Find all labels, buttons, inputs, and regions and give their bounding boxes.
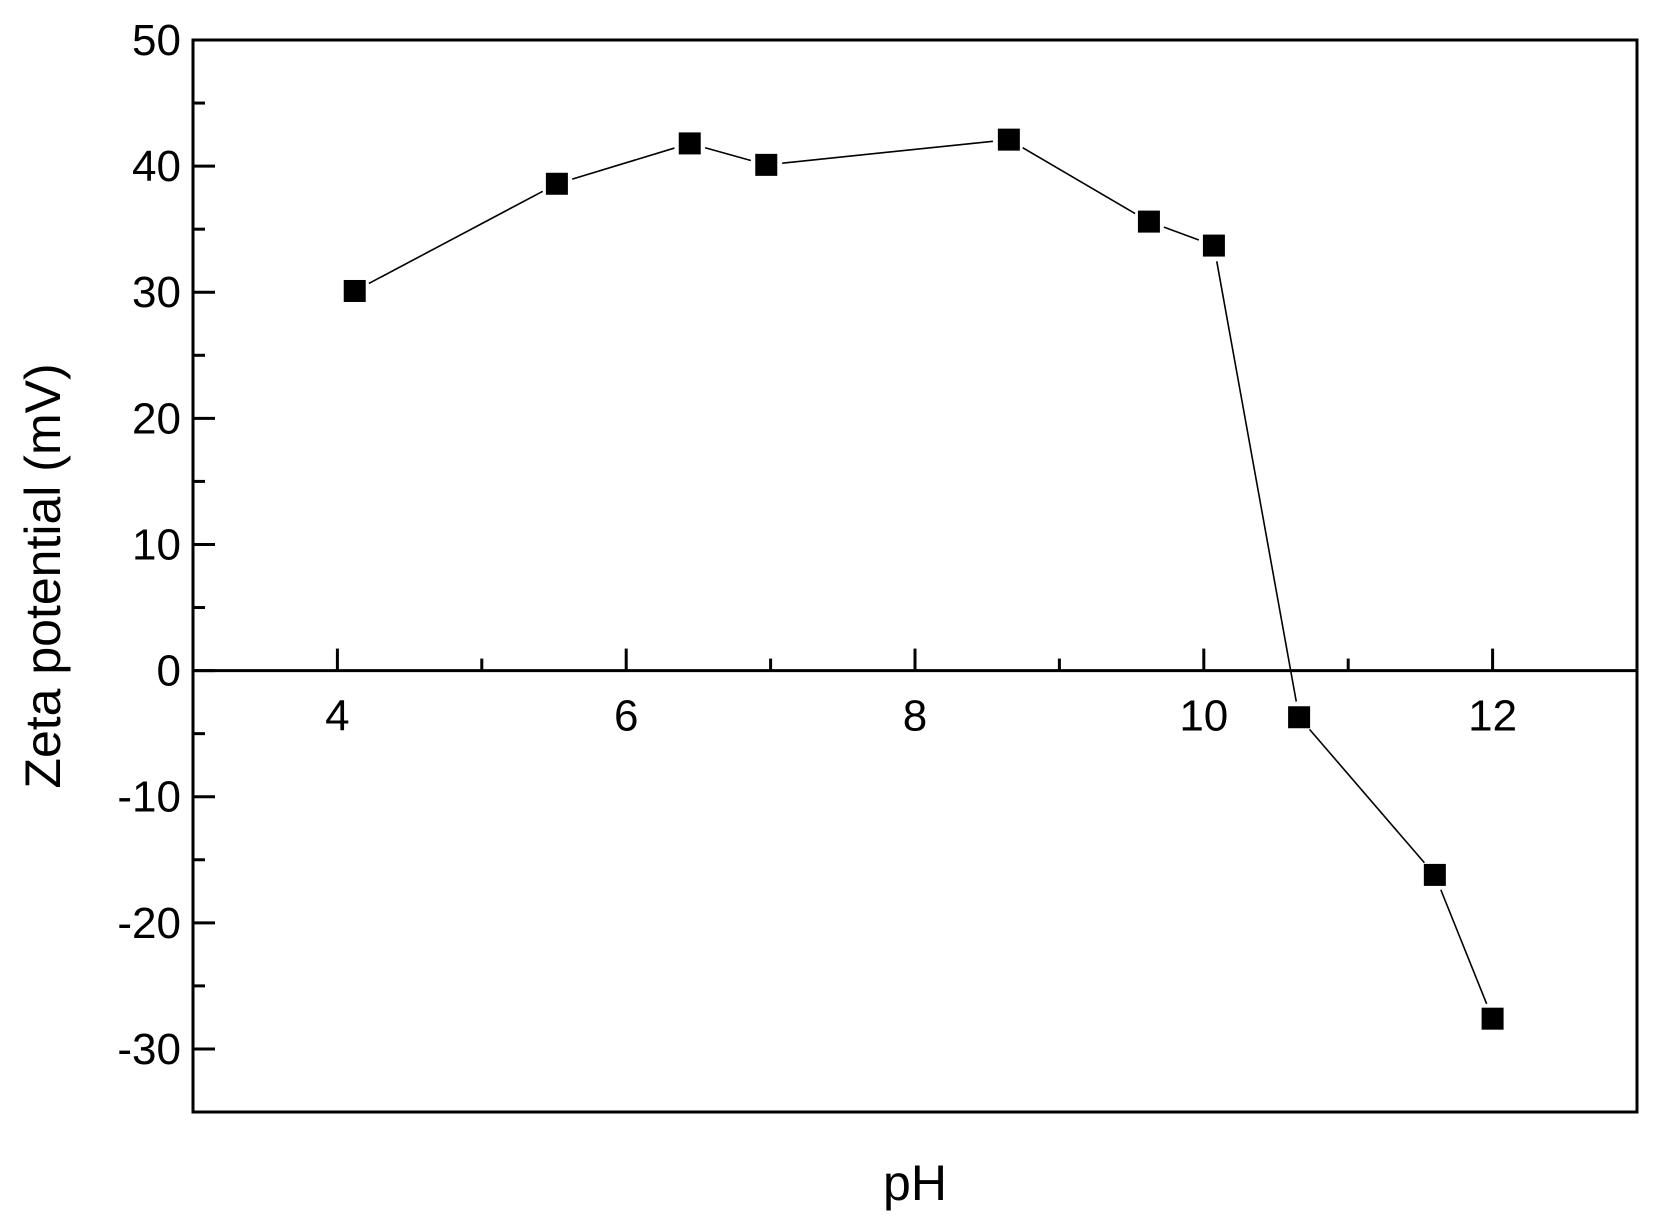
- x-tick-label: 10: [1179, 692, 1228, 741]
- y-tick-label: 40: [132, 142, 181, 191]
- plot-frame: [191, 38, 1639, 1114]
- data-point: [343, 279, 366, 302]
- series-line-segment: [782, 140, 994, 164]
- data-point: [997, 128, 1020, 151]
- series-line-segment: [704, 146, 752, 162]
- data-series-points: [343, 128, 1504, 1030]
- series-line-segment: [1215, 261, 1298, 702]
- series-line-segment: [1163, 226, 1200, 241]
- series-line-segment: [1308, 728, 1426, 864]
- x-axis-title: pH: [883, 1155, 947, 1211]
- data-point: [1288, 706, 1311, 729]
- y-tick-label: -30: [117, 1025, 181, 1074]
- series-line-segment: [571, 147, 675, 180]
- x-tick-label: 6: [614, 692, 638, 741]
- data-point: [1137, 210, 1160, 233]
- data-point: [755, 153, 778, 176]
- y-tick-label: 0: [157, 647, 181, 696]
- y-tick-label: 50: [132, 16, 181, 65]
- y-tick-label: -10: [117, 773, 181, 822]
- series-line-segment: [368, 190, 544, 285]
- data-point: [1481, 1007, 1504, 1030]
- x-tick-label: 8: [903, 692, 927, 741]
- y-tick-label: -20: [117, 899, 181, 948]
- data-point: [1202, 234, 1225, 257]
- x-tick-label: 4: [325, 692, 349, 741]
- y-tick-label: 20: [132, 394, 181, 443]
- data-point: [678, 132, 701, 155]
- y-tick-label: 30: [132, 268, 181, 317]
- data-series-line: [368, 140, 1488, 1005]
- x-tick-label: 12: [1468, 692, 1517, 741]
- x-axis: 4 6 8 10 12: [325, 648, 1517, 741]
- data-point: [545, 172, 568, 195]
- data-point: [1423, 863, 1446, 886]
- y-axis-title: Zeta potential (mV): [15, 363, 71, 788]
- y-axis: 50 40 30 20 10 0 -10 -20 -30: [117, 16, 215, 1114]
- series-line-segment: [1022, 147, 1136, 215]
- series-line-segment: [1440, 889, 1488, 1005]
- y-tick-label: 10: [132, 520, 181, 569]
